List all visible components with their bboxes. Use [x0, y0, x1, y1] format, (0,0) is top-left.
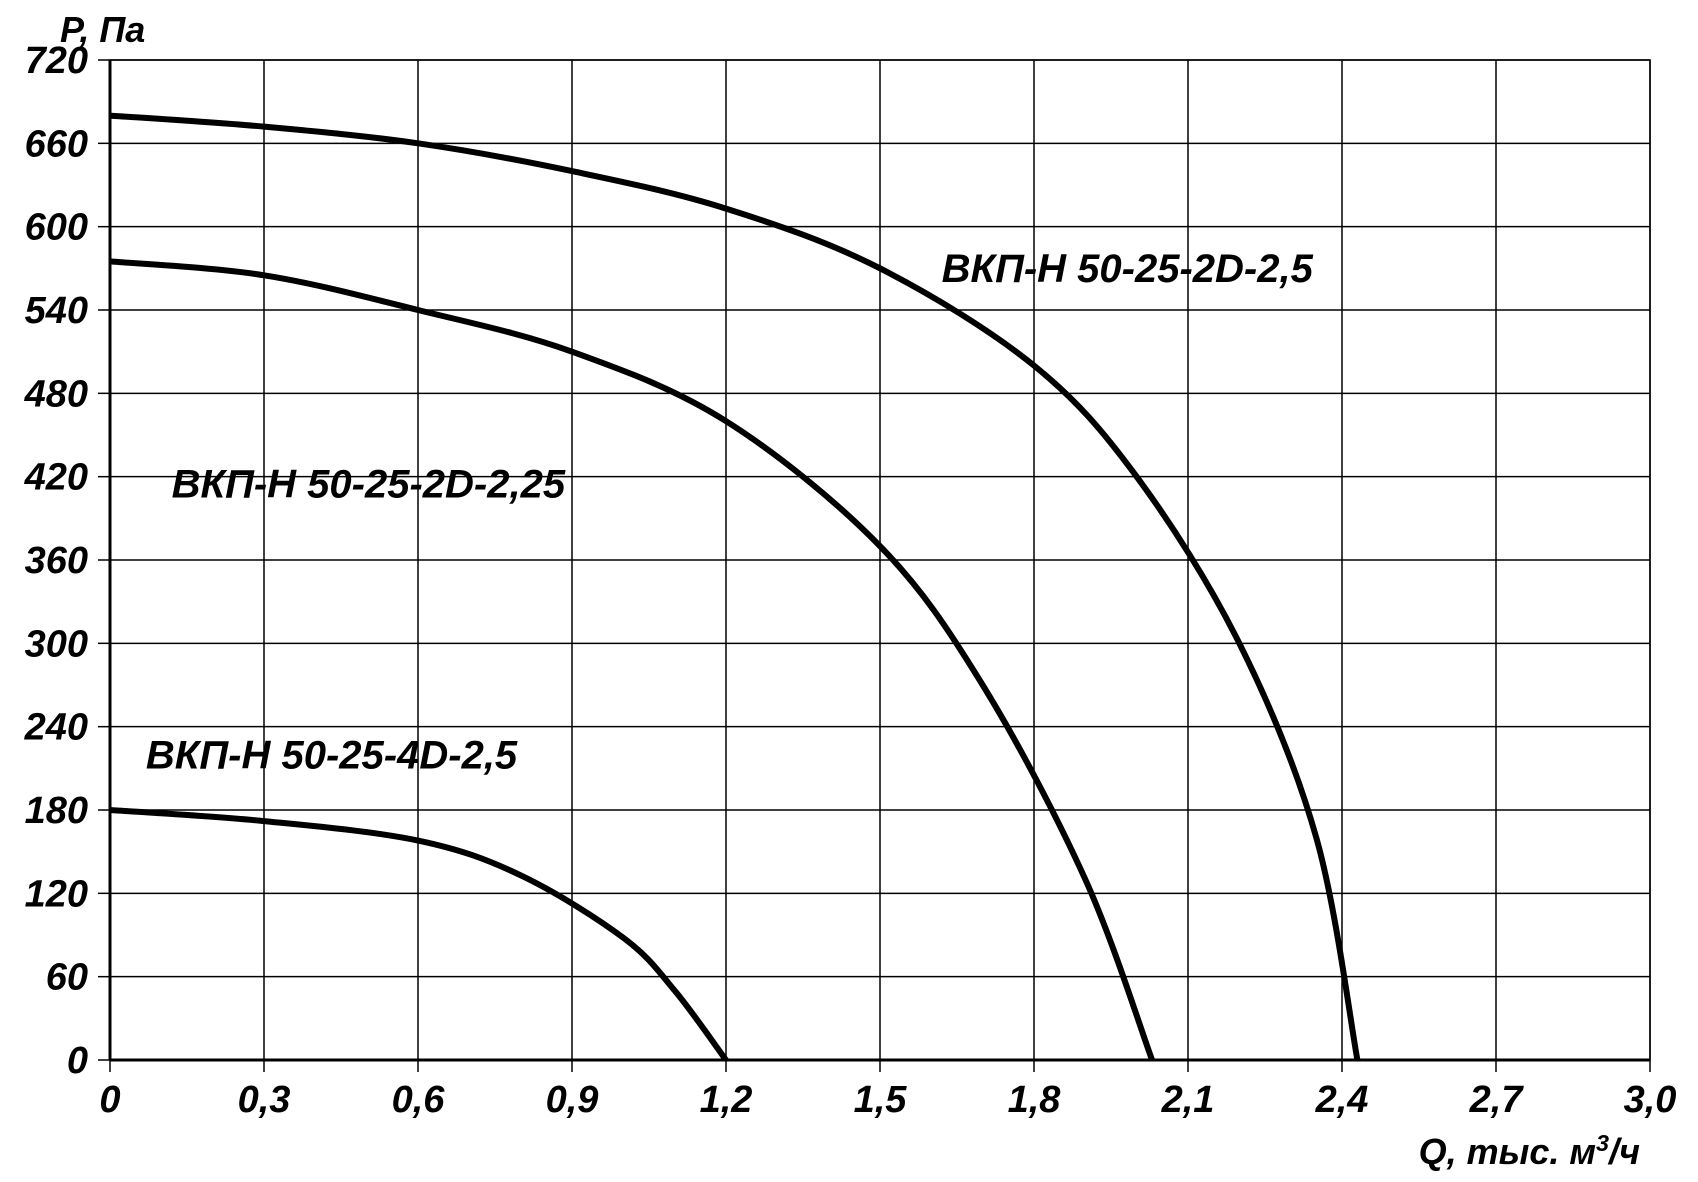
- y-tick-label: 540: [25, 290, 88, 332]
- x-tick-label: 1,8: [1008, 1079, 1062, 1121]
- x-tick-label: 2,7: [1469, 1079, 1525, 1121]
- x-tick-label: 2,4: [1315, 1079, 1369, 1121]
- y-tick-label: 120: [25, 873, 88, 915]
- series-label-1: ВКП-Н 50-25-2D-2,25: [172, 463, 566, 507]
- chart-canvas: 0 0,3 0,6 0,9 1,2 1,5 1,8 2,1 2,4 2,7 3,0 0 60 120 180…: [0, 0, 1698, 1182]
- y-tick-label: 180: [25, 790, 88, 832]
- x-tick-label: 2,1: [1161, 1079, 1215, 1121]
- y-axis-title: P, Па: [60, 9, 145, 50]
- y-tick-label: 60: [46, 957, 88, 999]
- y-tick-label: 0: [67, 1040, 88, 1082]
- series-label-0: ВКП-Н 50-25-2D-2,5: [942, 247, 1314, 291]
- y-tick-label: 240: [24, 707, 88, 749]
- x-tick-label: 0,3: [238, 1079, 291, 1121]
- x-tick-label: 1,5: [854, 1079, 908, 1121]
- fan-performance-chart: 0 0,3 0,6 0,9 1,2 1,5 1,8 2,1 2,4 2,7 3,0 0 60 120 180…: [0, 0, 1698, 1182]
- y-tick-label: 600: [25, 207, 88, 249]
- y-tick-label: 300: [25, 623, 88, 665]
- x-tick-label: 0: [99, 1079, 120, 1121]
- y-tick-label: 660: [25, 123, 88, 165]
- y-tick-label: 360: [25, 540, 88, 582]
- x-tick-label: 0,9: [546, 1079, 599, 1121]
- x-tick-label: 0,6: [392, 1079, 446, 1121]
- series-label-2: ВКП-Н 50-25-4D-2,5: [146, 733, 518, 777]
- y-tick-label: 420: [24, 457, 88, 499]
- x-tick-label: 1,2: [700, 1079, 753, 1121]
- y-tick-label: 480: [24, 373, 88, 415]
- x-tick-label: 3,0: [1624, 1079, 1677, 1121]
